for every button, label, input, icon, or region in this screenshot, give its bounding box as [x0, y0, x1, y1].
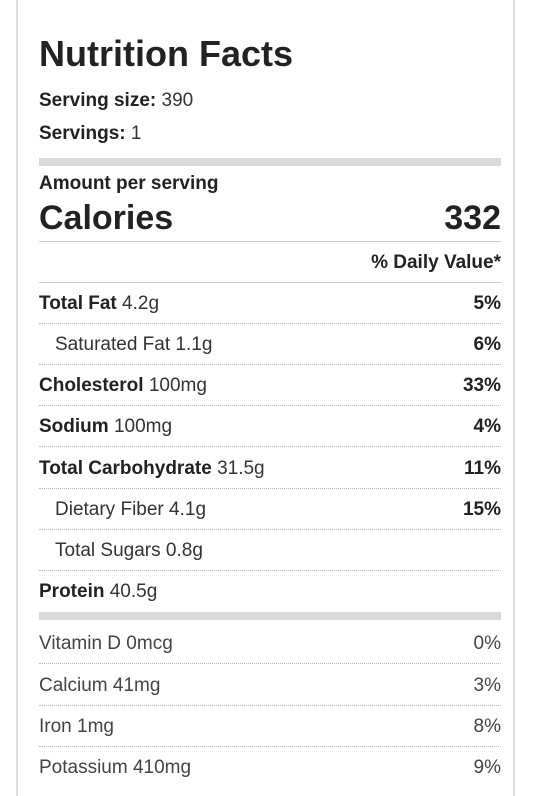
nutrient-daily-value: 11%: [464, 458, 501, 479]
nutrient-row-sodium: Sodium 100mg 4%: [39, 406, 501, 447]
nutrient-name: Total Fat: [39, 293, 117, 314]
vitamin-label: Iron 1mg: [39, 706, 114, 747]
calories-row: Calories 332: [39, 196, 501, 242]
nutrient-label: Saturated Fat 1.1g: [55, 324, 212, 365]
vitamin-amount: 1mg: [77, 716, 114, 737]
vitamin-daily-value: 3%: [473, 675, 501, 696]
nutrient-row-total-carbohydrate: Total Carbohydrate 31.5g 11%: [39, 448, 501, 489]
nutrient-amount: 1.1g: [175, 334, 213, 355]
calories-label: Calories: [39, 199, 174, 237]
nutrient-name: Sodium: [39, 416, 109, 437]
nutrient-name: Total Carbohydrate: [39, 458, 212, 479]
nutrient-amount: 100mg: [148, 375, 207, 396]
nutrient-label: Total Sugars 0.8g: [55, 530, 203, 571]
nutrient-row-protein: Protein 40.5g: [39, 571, 501, 612]
nutrient-row-saturated-fat: Saturated Fat 1.1g 6%: [39, 324, 501, 365]
thick-divider: [39, 158, 501, 166]
nutrient-daily-value: 4%: [473, 416, 501, 437]
nutrient-name: Saturated Fat: [55, 334, 171, 355]
serving-size-value: 390: [161, 90, 194, 111]
nutrient-label: Total Carbohydrate 31.5g: [39, 448, 265, 489]
nutrient-name: Total Sugars: [55, 540, 161, 561]
servings-label: Servings:: [39, 123, 126, 144]
nutrient-label: Total Fat 4.2g: [39, 283, 159, 324]
vitamin-label: Potassium 410mg: [39, 747, 191, 788]
nutrient-label: Protein 40.5g: [39, 571, 157, 612]
nutrient-label: Dietary Fiber 4.1g: [55, 489, 206, 530]
nutrient-daily-value: 5%: [473, 293, 501, 314]
vitamin-daily-value: 8%: [473, 716, 501, 737]
vitamin-amount: 41mg: [112, 675, 161, 696]
vitamin-label: Calcium 41mg: [39, 665, 160, 706]
nutrient-row-total-sugars: Total Sugars 0.8g: [39, 530, 501, 571]
amount-per-serving-label: Amount per serving: [39, 173, 219, 194]
serving-size-line: Serving size: 390: [39, 89, 193, 113]
servings-value: 1: [130, 123, 142, 144]
servings-line: Servings: 1: [39, 122, 141, 146]
vitamin-row-vitamin-d: Vitamin D 0mcg 0%: [39, 623, 501, 664]
nutrient-label: Cholesterol 100mg: [39, 365, 207, 406]
vitamin-row-calcium: Calcium 41mg 3%: [39, 665, 501, 706]
nutrient-amount: 40.5g: [109, 581, 158, 602]
calories-value: 332: [444, 199, 501, 237]
nutrient-amount: 100mg: [113, 416, 173, 437]
vitamin-amount: 410mg: [132, 757, 192, 778]
vitamin-label: Vitamin D 0mcg: [39, 623, 173, 664]
nutrition-title: Nutrition Facts: [39, 33, 294, 74]
vitamin-row-potassium: Potassium 410mg 9%: [39, 747, 501, 788]
nutrient-amount: 0.8g: [165, 540, 203, 561]
vitamin-name: Iron: [39, 716, 72, 737]
daily-value-header: % Daily Value*: [39, 242, 501, 283]
nutrient-daily-value: 33%: [462, 375, 501, 396]
nutrient-amount: 4.1g: [169, 499, 207, 520]
vitamin-daily-value: 0%: [473, 633, 501, 654]
nutrient-daily-value: 6%: [473, 334, 501, 355]
thick-divider: [39, 612, 501, 620]
nutrient-name: Protein: [39, 581, 105, 602]
nutrient-daily-value: 15%: [462, 499, 501, 520]
vitamin-name: Vitamin D: [39, 633, 122, 654]
nutrient-name: Cholesterol: [39, 375, 144, 396]
nutrient-label: Sodium 100mg: [39, 406, 172, 447]
vitamin-amount: 0mcg: [126, 633, 173, 654]
nutrient-amount: 31.5g: [217, 458, 265, 479]
nutrient-amount: 4.2g: [122, 293, 160, 314]
nutrient-row-dietary-fiber: Dietary Fiber 4.1g 15%: [39, 489, 501, 530]
vitamin-daily-value: 9%: [473, 757, 501, 778]
vitamin-name: Calcium: [39, 675, 108, 696]
nutrition-panel: [16, 0, 515, 796]
vitamin-name: Potassium: [39, 757, 128, 778]
vitamin-row-iron: Iron 1mg 8%: [39, 706, 501, 747]
nutrient-name: Dietary Fiber: [55, 499, 164, 520]
nutrient-row-total-fat: Total Fat 4.2g 5%: [39, 283, 501, 324]
serving-size-label: Serving size:: [39, 90, 157, 111]
nutrient-row-cholesterol: Cholesterol 100mg 33%: [39, 365, 501, 406]
